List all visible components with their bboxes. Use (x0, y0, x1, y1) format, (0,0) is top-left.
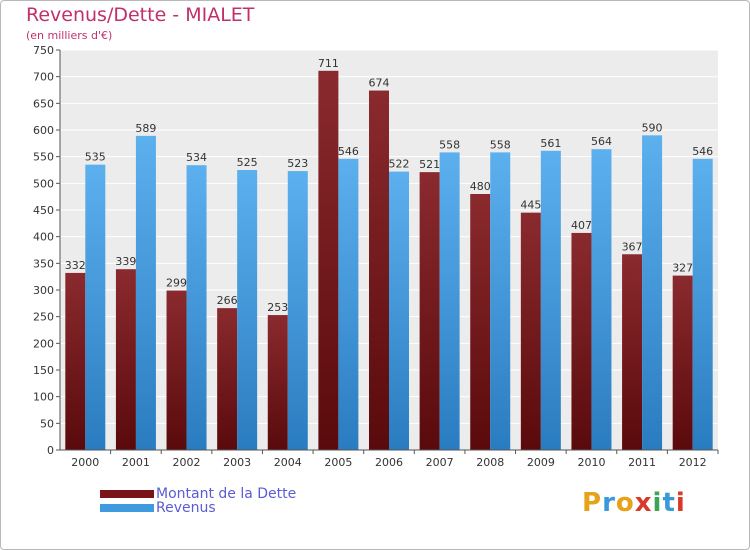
bar-revenus (389, 171, 409, 450)
data-label-revenus: 523 (287, 157, 308, 170)
data-label-debt: 674 (369, 77, 390, 90)
data-label-debt: 266 (217, 294, 238, 307)
y-tick-label: 700 (33, 71, 54, 84)
data-label-revenus: 525 (237, 156, 258, 169)
data-label-revenus: 534 (186, 151, 207, 164)
chart-subtitle: (en milliers d'€) (26, 29, 113, 42)
x-tick-label: 2005 (324, 456, 352, 469)
bar-revenus (237, 170, 258, 450)
bar-debt (369, 90, 389, 451)
x-tick-label: 2003 (223, 456, 251, 469)
bar-debt (65, 272, 86, 450)
bar-debt (115, 269, 136, 450)
bar-revenus (439, 152, 460, 450)
data-label-debt: 332 (65, 259, 86, 272)
data-label-revenus: 546 (692, 145, 713, 158)
bar-debt (622, 254, 643, 450)
legend-label-debt: Montant de la Dette (156, 486, 297, 502)
bar-revenus (540, 150, 561, 451)
data-label-debt: 253 (267, 301, 288, 314)
x-tick-label: 2012 (679, 456, 707, 469)
logo-letter: x (634, 488, 653, 518)
y-tick-label: 50 (40, 417, 54, 430)
data-label-debt: 521 (419, 158, 440, 171)
y-tick-label: 350 (33, 257, 54, 270)
y-tick-label: 500 (33, 177, 54, 190)
bar-debt (470, 194, 491, 450)
data-label-revenus: 589 (135, 122, 156, 135)
y-tick-label: 650 (33, 97, 54, 110)
y-tick-label: 300 (33, 284, 54, 297)
data-label-debt: 711 (318, 57, 339, 70)
bar-revenus (692, 158, 713, 451)
proxiti-logo: Proxiti (582, 488, 686, 518)
x-tick-label: 2006 (375, 456, 403, 469)
logo-letter: i (652, 488, 663, 518)
y-tick-label: 0 (47, 444, 54, 457)
y-tick-label: 150 (33, 364, 54, 377)
y-tick-label: 750 (33, 44, 54, 57)
logo-letter: P (582, 488, 603, 518)
data-label-debt: 327 (672, 262, 693, 275)
data-label-revenus: 590 (642, 121, 663, 134)
data-label-debt: 299 (166, 277, 187, 290)
y-tick-label: 450 (33, 204, 54, 217)
y-tick-label: 100 (33, 391, 54, 404)
logo-letter: r (602, 488, 616, 518)
data-label-revenus: 535 (85, 151, 106, 164)
logo-letter: o (615, 488, 635, 518)
x-tick-label: 2011 (628, 456, 656, 469)
x-tick-label: 2008 (476, 456, 504, 469)
bar-revenus (591, 149, 612, 450)
data-label-revenus: 522 (389, 158, 410, 171)
bar-revenus (186, 165, 207, 450)
data-label-debt: 339 (115, 255, 136, 268)
data-label-debt: 367 (622, 240, 643, 253)
bar-revenus (490, 152, 511, 450)
x-tick-label: 2009 (527, 456, 555, 469)
data-label-debt: 480 (470, 180, 491, 193)
x-tick-label: 2004 (274, 456, 302, 469)
data-label-revenus: 558 (439, 138, 460, 151)
x-tick-label: 2007 (426, 456, 454, 469)
bar-debt (166, 290, 187, 450)
bar-debt (419, 172, 440, 450)
bar-revenus (85, 164, 106, 450)
bar-revenus (338, 158, 359, 451)
x-tick-label: 2002 (173, 456, 201, 469)
bar-revenus (642, 135, 663, 451)
bar-debt (571, 232, 592, 450)
data-label-revenus: 558 (490, 138, 511, 151)
logo-letter: i (675, 488, 686, 518)
y-tick-label: 200 (33, 337, 54, 350)
chart-title: Revenus/Dette - MIALET (26, 4, 255, 26)
bar-revenus (287, 171, 308, 451)
y-tick-label: 550 (33, 151, 54, 164)
data-label-debt: 445 (520, 199, 541, 212)
legend-item-debt: Montant de la Dette (100, 486, 296, 502)
bar-debt (672, 275, 693, 450)
bar-debt (267, 315, 288, 450)
data-label-revenus: 546 (338, 145, 359, 158)
y-tick-label: 400 (33, 231, 54, 244)
y-tick-label: 250 (33, 311, 54, 324)
bar-debt (520, 212, 541, 450)
legend-swatch-revenus (100, 504, 154, 512)
data-label-revenus: 564 (591, 135, 612, 148)
data-label-debt: 407 (571, 219, 592, 232)
x-tick-label: 2001 (122, 456, 150, 469)
y-tick-label: 600 (33, 124, 54, 137)
bar-revenus (135, 135, 156, 450)
data-label-revenus: 561 (540, 137, 561, 150)
legend-item-revenus: Revenus (100, 500, 216, 516)
legend-label-revenus: Revenus (156, 500, 216, 516)
bar-debt (217, 308, 238, 450)
x-tick-label: 2000 (71, 456, 99, 469)
bar-debt (318, 70, 339, 451)
logo-letter: t (662, 488, 676, 518)
legend-swatch-debt (100, 490, 154, 498)
x-tick-label: 2010 (577, 456, 605, 469)
